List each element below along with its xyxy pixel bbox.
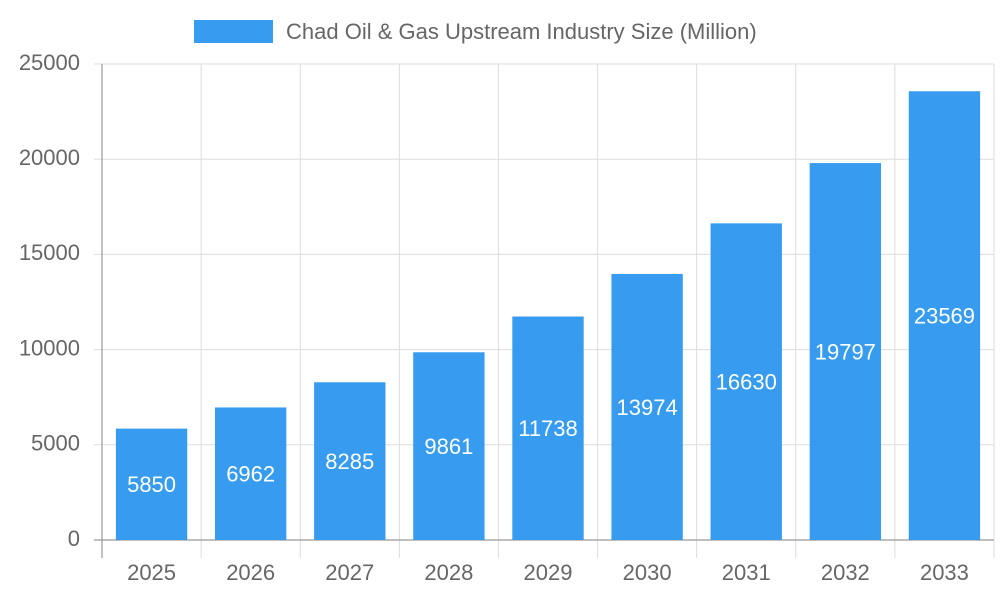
y-tick-label: 10000 — [19, 335, 80, 360]
value-label: 19797 — [815, 339, 876, 364]
x-tick-label: 2029 — [524, 560, 573, 585]
bar — [512, 316, 584, 540]
value-label: 16630 — [716, 369, 777, 394]
y-tick-label: 25000 — [19, 50, 80, 75]
value-label: 9861 — [424, 434, 473, 459]
bar — [214, 407, 287, 540]
x-tick-label: 2025 — [127, 560, 176, 585]
bar — [710, 223, 782, 540]
x-tick-label: 2030 — [623, 560, 672, 585]
bar — [115, 428, 188, 540]
value-label: 11738 — [518, 416, 578, 441]
x-tick-label: 2031 — [722, 560, 771, 585]
value-label: 5850 — [127, 472, 176, 497]
value-label: 8285 — [325, 449, 374, 474]
legend-swatch — [194, 20, 273, 43]
bar — [908, 91, 981, 540]
y-tick-label: 0 — [68, 526, 80, 551]
y-tick-label: 20000 — [19, 145, 80, 170]
x-tick-label: 2028 — [424, 560, 473, 585]
value-label: 23569 — [914, 303, 975, 328]
x-tick-label: 2026 — [226, 560, 275, 585]
bar — [809, 163, 882, 540]
x-tick-label: 2027 — [325, 560, 374, 585]
bar — [314, 382, 386, 540]
legend-label: Chad Oil & Gas Upstream Industry Size (M… — [286, 19, 757, 44]
value-label: 6962 — [226, 462, 275, 487]
x-tick-label: 2032 — [821, 560, 870, 585]
value-label: 13974 — [617, 395, 678, 420]
bar — [611, 273, 683, 540]
y-tick-label: 5000 — [31, 431, 80, 456]
y-tick-label: 15000 — [19, 240, 80, 265]
bar — [413, 352, 485, 540]
x-tick-label: 2033 — [920, 560, 969, 585]
